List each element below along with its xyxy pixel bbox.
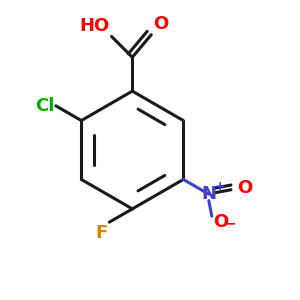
Text: Cl: Cl [35, 97, 54, 115]
Text: F: F [96, 224, 108, 242]
Text: −: − [225, 217, 237, 231]
Text: +: + [215, 180, 225, 193]
Text: N: N [201, 185, 216, 203]
Text: O: O [153, 15, 168, 33]
Text: O: O [237, 179, 252, 197]
Text: HO: HO [80, 17, 110, 35]
Text: O: O [213, 213, 229, 231]
